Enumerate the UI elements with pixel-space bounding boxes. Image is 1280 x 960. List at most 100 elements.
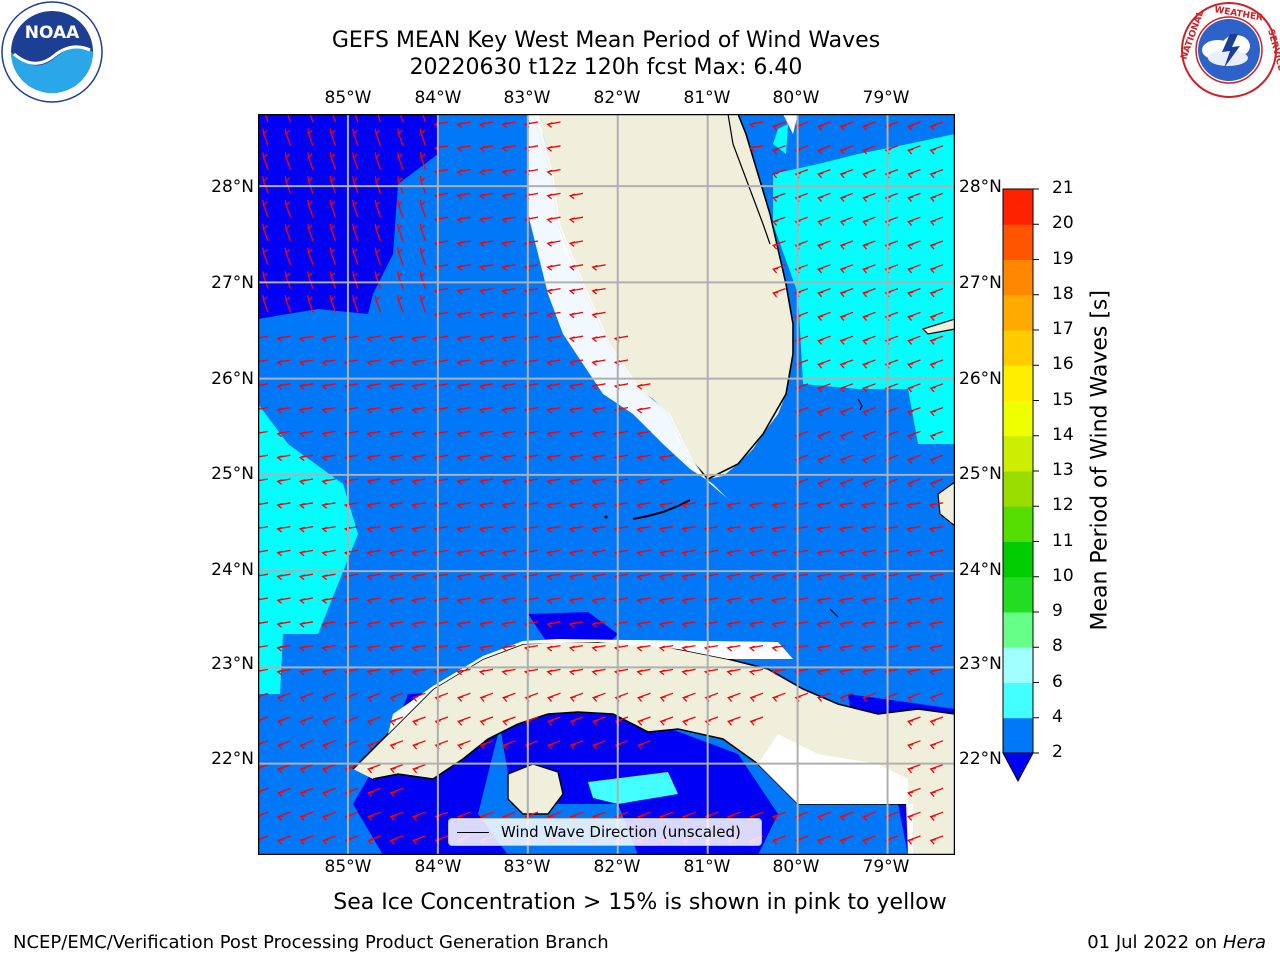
wave-direction-arrow — [907, 216, 921, 226]
colorbar-segment — [1003, 330, 1033, 366]
wave-direction-arrow — [456, 406, 471, 414]
wave-direction-arrow — [456, 549, 471, 557]
wave-direction-arrow — [568, 430, 584, 438]
wave-direction-arrow — [501, 668, 516, 676]
wave-direction-arrow — [568, 192, 584, 200]
wave-direction-arrow — [419, 176, 427, 194]
wave-direction-arrow — [419, 295, 427, 313]
wave-direction-arrow — [298, 335, 314, 343]
wave-direction-arrow — [321, 359, 336, 366]
wave-direction-arrow — [681, 549, 696, 557]
wave-direction-arrow — [276, 573, 291, 581]
wave-direction-arrow — [568, 525, 584, 533]
wave-direction-arrow — [262, 295, 269, 313]
footer-date-text: 01 Jul 2022 on — [1087, 932, 1223, 953]
lat-label: 28°N — [211, 177, 254, 197]
wave-direction-arrow — [456, 287, 471, 295]
wave-direction-arrow — [321, 549, 336, 557]
wave-direction-arrow — [658, 668, 674, 676]
wave-direction-arrow — [568, 216, 584, 224]
wave-direction-arrow — [411, 668, 426, 676]
wave-direction-arrow — [591, 502, 606, 509]
wave-direction-arrow — [456, 168, 471, 176]
wave-direction-arrow — [929, 692, 944, 702]
wave-direction-arrow — [389, 716, 404, 726]
wave-direction-arrow — [479, 740, 494, 750]
wave-direction-arrow — [321, 335, 336, 343]
wave-direction-arrow — [478, 216, 494, 224]
wave-direction-arrow — [546, 406, 561, 414]
wave-direction-arrow — [569, 716, 584, 726]
wave-direction-arrow — [299, 763, 314, 774]
wave-direction-arrow — [478, 311, 494, 319]
wave-direction-arrow — [568, 621, 584, 628]
wave-direction-arrow — [307, 247, 314, 266]
wave-direction-arrow — [838, 597, 854, 604]
wave-direction-arrow — [321, 454, 336, 462]
wave-direction-arrow — [411, 478, 426, 485]
wave-direction-arrow — [861, 668, 876, 676]
wave-direction-arrow — [478, 430, 494, 438]
florida-mask-ne — [783, 114, 798, 134]
wave-direction-arrow — [546, 335, 561, 343]
wave-direction-arrow — [817, 383, 831, 393]
wave-direction-arrow — [568, 549, 584, 557]
wave-direction-arrow — [298, 668, 314, 676]
wave-direction-arrow — [298, 502, 314, 509]
wave-direction-arrow — [839, 145, 854, 155]
colorbar-tick-label: 15 — [1052, 389, 1074, 410]
wave-direction-arrow — [367, 716, 381, 726]
wave-direction-arrow — [298, 549, 314, 557]
wave-direction-arrow — [862, 430, 876, 441]
wave-direction-arrow — [591, 597, 606, 604]
wave-direction-arrow — [907, 264, 921, 274]
wave-direction-arrow — [817, 811, 831, 821]
wave-direction-arrow — [861, 621, 876, 628]
colorbar-tick-label: 19 — [1052, 248, 1074, 269]
wave-direction-arrow — [546, 549, 561, 557]
wave-direction-arrow — [658, 478, 674, 485]
wave-direction-arrow — [478, 525, 494, 533]
wave-direction-arrow — [771, 668, 786, 676]
cuba-mask-north — [388, 639, 793, 734]
wave-direction-arrow — [907, 811, 921, 821]
wave-direction-arrow — [298, 430, 314, 438]
wave-direction-arrow — [771, 644, 786, 652]
wave-direction-arrow — [457, 740, 471, 750]
wave-direction-arrow — [546, 478, 561, 485]
map-panel[interactable] — [258, 114, 955, 855]
wave-direction-arrow — [276, 549, 291, 557]
wave-direction-arrow — [839, 383, 854, 393]
wave-direction-arrow — [929, 216, 944, 226]
wave-direction-arrow — [456, 311, 471, 319]
noaa-logo-text: NOAA — [25, 23, 80, 43]
wave-direction-arrow — [862, 192, 876, 203]
wave-direction-arrow — [907, 454, 921, 464]
wave-direction-arrow — [861, 502, 876, 509]
wave-direction-arrow — [907, 478, 921, 488]
wave-direction-arrow — [817, 192, 831, 203]
colorbar-segment — [1003, 612, 1033, 648]
wave-direction-arrow — [772, 240, 786, 250]
wave-direction-arrow — [307, 199, 314, 218]
wave-direction-arrow — [636, 454, 651, 462]
wave-direction-arrow — [907, 430, 921, 441]
wave-direction-arrow — [591, 549, 606, 557]
wave-direction-arrow — [568, 478, 584, 485]
wave-direction-arrow — [412, 835, 426, 845]
wave-direction-arrow — [276, 621, 291, 628]
wave-direction-arrow — [568, 597, 584, 604]
wave-direction-arrow — [568, 573, 584, 581]
wave-direction-arrow — [907, 287, 921, 298]
wave-direction-arrow — [397, 128, 404, 147]
wave-direction-arrow — [772, 145, 786, 155]
wave-direction-arrow — [374, 152, 382, 170]
wave-direction-arrow — [277, 835, 291, 845]
lon-label: 84°W — [414, 857, 462, 877]
wave-direction-arrow — [929, 121, 944, 131]
wave-direction-arrow — [658, 525, 674, 533]
wave-direction-arrow — [374, 128, 382, 147]
wave-direction-arrow — [412, 740, 426, 750]
wave-direction-arrow — [299, 787, 314, 798]
wave-direction-arrow — [419, 199, 427, 218]
